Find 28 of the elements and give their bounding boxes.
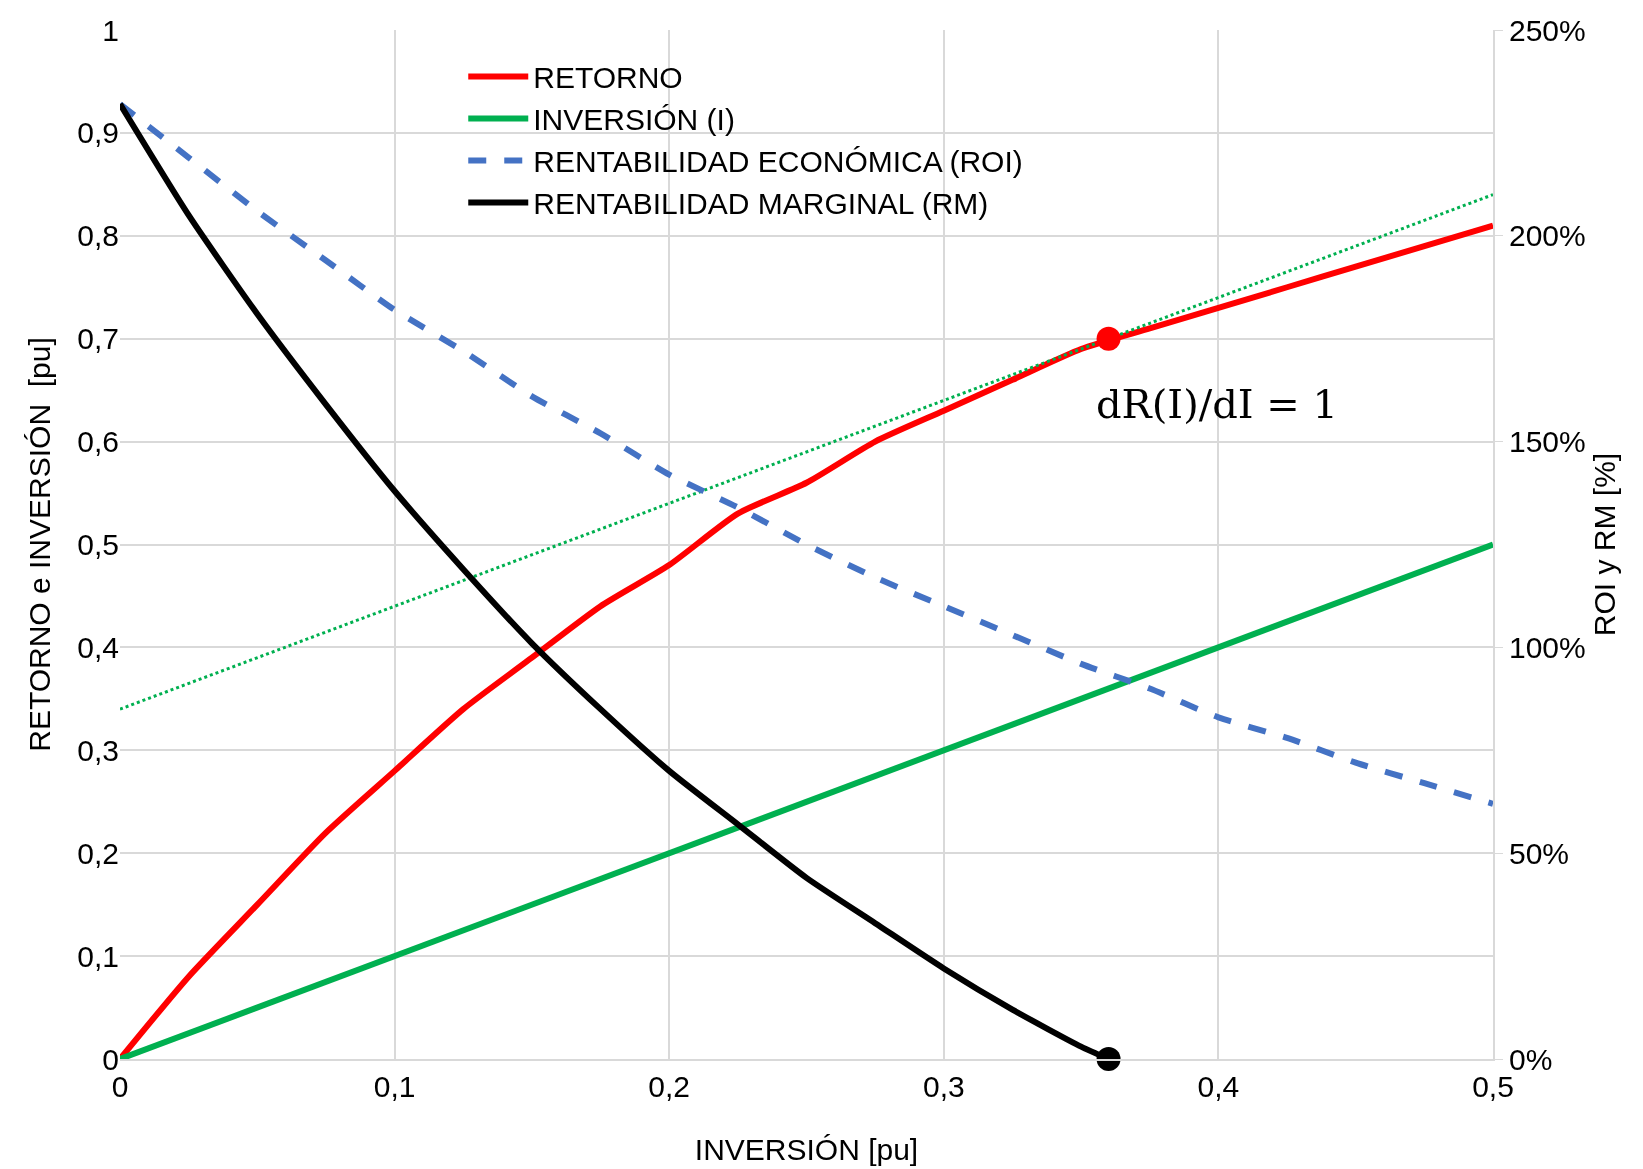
x-tick-label: 0,2 [648, 1070, 691, 1103]
y-tick-label: 0,5 [77, 528, 119, 561]
y2-tick-label: 250% [1509, 13, 1586, 47]
y-tick-label: 0,1 [77, 939, 119, 973]
x-tick-label: 0,4 [1197, 1070, 1240, 1103]
y-tick-label: 0,7 [77, 322, 119, 356]
y2-tick-label: 50% [1509, 836, 1570, 870]
legend-label: RENTABILIDAD ECONÓMICA (ROI) [533, 145, 1023, 179]
y2-tick-label: 200% [1509, 219, 1586, 253]
y2-tick-label: 150% [1509, 425, 1586, 459]
y-tick-label: 0 [102, 1042, 119, 1076]
y-axis-title: RETORNO e INVERSIÓN [pu] [23, 337, 56, 752]
legend-label: RENTABILIDAD MARGINAL (RM) [533, 187, 989, 221]
annotation: dR(I)/dI = 1 [1096, 381, 1339, 427]
y2-tick-label: 100% [1509, 630, 1586, 664]
y-tick-label: 0,8 [77, 219, 119, 253]
y-tick-label: 0,6 [77, 425, 119, 459]
y-tick-label: 0,9 [77, 116, 119, 150]
x-axis-title: INVERSIÓN [pu] [694, 1133, 919, 1166]
y2-axis-title: ROI y RM [%] [1587, 452, 1621, 637]
legend-label: INVERSIÓN (I) [533, 103, 735, 137]
y-tick-label: 0,4 [77, 630, 119, 664]
legend-label: RETORNO [533, 61, 683, 95]
y-tick-label: 0,3 [77, 733, 119, 767]
y-tick-label: 0,2 [77, 836, 119, 870]
x-tick-label: 0,1 [373, 1070, 416, 1103]
x-tick-label: 0,3 [922, 1070, 965, 1103]
y-tick-label: 1 [102, 13, 119, 47]
